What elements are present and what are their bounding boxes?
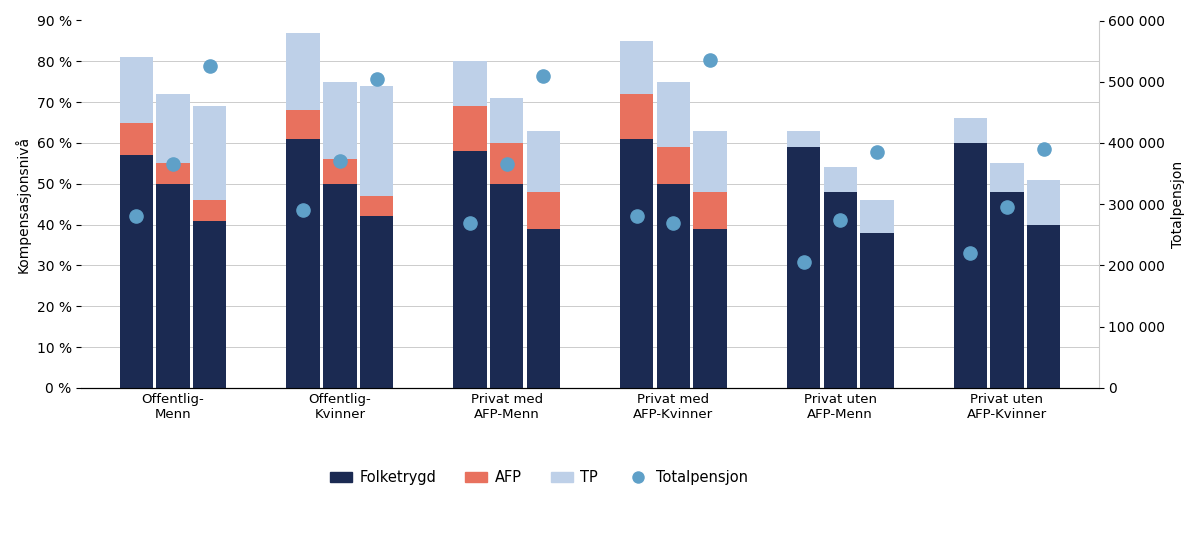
Bar	[287, 139, 320, 388]
Y-axis label: Kompensasjonsnivå: Kompensasjonsnivå	[14, 136, 31, 273]
Point	[127, 212, 146, 221]
Point	[830, 215, 850, 224]
Bar	[860, 200, 894, 233]
Bar	[490, 98, 523, 143]
Bar	[694, 192, 727, 229]
Bar	[120, 155, 154, 388]
Bar	[620, 139, 654, 388]
Bar	[454, 61, 487, 106]
Point	[294, 206, 313, 215]
Point	[1034, 145, 1054, 153]
Bar	[454, 151, 487, 388]
Point	[367, 74, 386, 83]
Point	[701, 56, 720, 65]
Bar	[1027, 180, 1061, 225]
Bar	[360, 86, 394, 196]
Bar	[954, 143, 986, 388]
Point	[330, 157, 349, 166]
Bar	[490, 143, 523, 184]
Point	[628, 212, 647, 221]
Legend: Folketrygd, AFP, TP, Totalpensjon: Folketrygd, AFP, TP, Totalpensjon	[324, 464, 754, 491]
Bar	[860, 233, 894, 388]
Y-axis label: Totalpensjon: Totalpensjon	[1171, 161, 1186, 248]
Bar	[323, 159, 356, 184]
Bar	[694, 131, 727, 192]
Bar	[360, 217, 394, 388]
Bar	[823, 167, 857, 192]
Bar	[990, 163, 1024, 192]
Bar	[620, 94, 654, 139]
Point	[200, 62, 220, 71]
Bar	[120, 57, 154, 123]
Bar	[656, 81, 690, 147]
Bar	[620, 41, 654, 94]
Point	[664, 218, 683, 227]
Bar	[120, 123, 154, 155]
Bar	[990, 192, 1024, 388]
Bar	[527, 131, 560, 192]
Bar	[360, 196, 394, 217]
Point	[794, 258, 814, 267]
Point	[163, 160, 182, 169]
Bar	[156, 163, 190, 184]
Bar	[1027, 225, 1061, 388]
Bar	[787, 147, 820, 388]
Bar	[823, 192, 857, 388]
Bar	[156, 184, 190, 388]
Bar	[323, 81, 356, 159]
Bar	[527, 192, 560, 229]
Bar	[193, 200, 227, 220]
Bar	[694, 229, 727, 388]
Bar	[454, 106, 487, 151]
Bar	[193, 220, 227, 388]
Bar	[193, 106, 227, 200]
Bar	[156, 94, 190, 163]
Bar	[323, 184, 356, 388]
Bar	[954, 118, 986, 143]
Bar	[490, 184, 523, 388]
Bar	[287, 33, 320, 110]
Bar	[787, 131, 820, 147]
Point	[534, 71, 553, 80]
Bar	[656, 184, 690, 388]
Bar	[287, 110, 320, 139]
Bar	[527, 229, 560, 388]
Point	[997, 203, 1016, 211]
Bar	[656, 147, 690, 184]
Point	[961, 249, 980, 258]
Point	[497, 160, 516, 169]
Point	[868, 148, 887, 157]
Point	[461, 218, 480, 227]
